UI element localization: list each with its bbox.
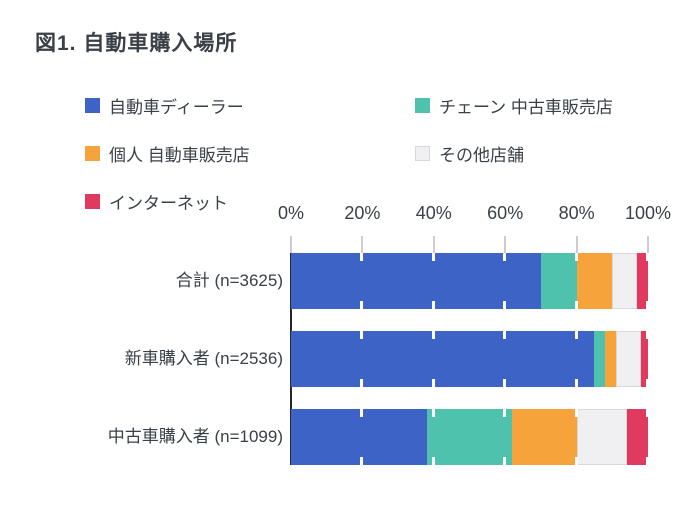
bar-segment	[576, 253, 613, 309]
grid-tick	[431, 457, 435, 465]
legend-swatch	[85, 146, 100, 161]
axis-tick	[575, 236, 578, 253]
grid-tick	[360, 331, 364, 339]
grid-tick	[574, 331, 578, 339]
axis-tick	[361, 236, 364, 253]
bar-segment	[605, 331, 616, 387]
bar-segment	[426, 409, 513, 465]
bar-segment	[640, 331, 648, 387]
category-label: 新車購入者 (n=2536)	[124, 349, 283, 368]
grid-tick	[431, 379, 435, 387]
grid-tick	[503, 379, 507, 387]
bar-segment	[291, 253, 541, 309]
grid-tick	[431, 301, 435, 309]
grid-tick	[574, 457, 578, 465]
legend-swatch	[85, 194, 100, 209]
bar-segment	[540, 253, 577, 309]
grid-tick	[646, 457, 649, 465]
axis-tick	[647, 236, 649, 253]
grid-tick	[360, 457, 364, 465]
grid-tick	[360, 253, 364, 261]
x-tick-label: 80%	[558, 203, 595, 223]
bar-segment	[512, 409, 577, 465]
grid-tick	[360, 301, 364, 309]
x-tick-label: 60%	[487, 203, 524, 223]
legend-item: その他店舗	[415, 141, 613, 166]
grid-tick	[503, 253, 507, 261]
axis-tick	[432, 236, 435, 253]
category-label: 合計 (n=3625)	[175, 271, 283, 290]
grid-tick	[646, 253, 649, 261]
grid-tick	[503, 331, 507, 339]
plot-area	[290, 253, 649, 465]
bar-segment	[626, 409, 648, 465]
axis-tick	[290, 236, 292, 253]
bar-row	[291, 331, 649, 387]
legend-label: チェーン 中古車販売店	[439, 98, 613, 117]
grid-tick	[503, 409, 507, 417]
bar-segment	[615, 331, 641, 387]
bar-segment	[637, 253, 648, 309]
legend-item: 個人 自動車販売店	[85, 141, 415, 166]
bar-segment	[291, 331, 595, 387]
x-tick-label: 40%	[415, 203, 452, 223]
grid-tick	[503, 301, 507, 309]
grid-tick	[574, 379, 578, 387]
grid-tick	[431, 331, 435, 339]
x-tick-label: 0%	[277, 203, 305, 223]
legend-swatch	[415, 98, 430, 113]
grid-tick	[574, 409, 578, 417]
category-label: 中古車購入者 (n=1099)	[107, 427, 283, 446]
legend-item: チェーン 中古車販売店	[415, 93, 613, 118]
grid-tick	[574, 301, 578, 309]
grid-tick	[503, 457, 507, 465]
legend-swatch	[85, 98, 100, 113]
bar-segment	[291, 409, 427, 465]
grid-tick	[431, 409, 435, 417]
grid-tick	[646, 331, 649, 339]
bar-row	[291, 253, 649, 309]
bar-segment	[594, 331, 606, 387]
y-axis-labels: 合計 (n=3625) 新車購入者 (n=2536) 中古車購入者 (n=1099)	[0, 253, 283, 487]
grid-tick	[360, 379, 364, 387]
grid-tick	[360, 409, 364, 417]
grid-tick	[574, 253, 578, 261]
legend-label: 自動車ディーラー	[109, 98, 244, 117]
legend-label: 個人 自動車販売店	[109, 146, 250, 165]
legend-label: その他店舗	[439, 146, 524, 165]
chart-title: 図1. 自動車購入場所	[35, 32, 238, 55]
x-tick-label: 100%	[624, 203, 672, 223]
legend-swatch	[415, 146, 430, 161]
bar-row	[291, 409, 649, 465]
legend-item: インターネット	[85, 189, 415, 214]
grid-tick	[646, 301, 649, 309]
legend: 自動車ディーラー チェーン 中古車販売店個人 自動車販売店 その他店舗インターネット	[85, 93, 613, 214]
legend-item: 自動車ディーラー	[85, 93, 415, 118]
axis-tick	[504, 236, 507, 253]
grid-tick	[646, 379, 649, 387]
grid-tick	[431, 253, 435, 261]
bar-segment	[612, 253, 638, 309]
bar-segment	[576, 409, 627, 465]
x-tick-label: 20%	[344, 203, 381, 223]
axis-ticks	[290, 236, 649, 253]
x-axis-labels: 0% 20% 40% 60% 80% 100%	[278, 203, 671, 225]
legend-label: インターネット	[109, 194, 228, 213]
grid-tick	[646, 409, 649, 417]
